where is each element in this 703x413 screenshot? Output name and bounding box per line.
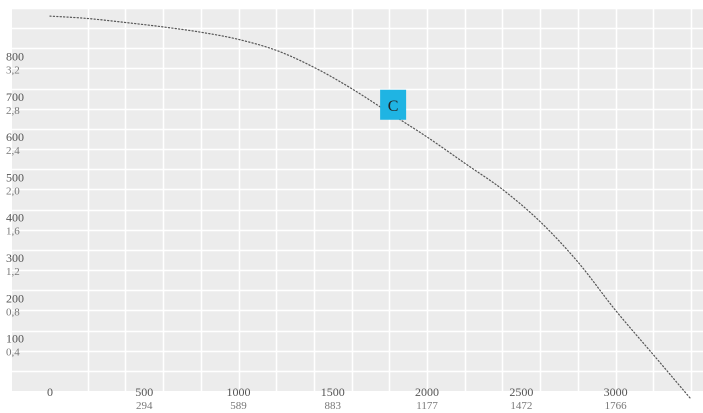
y-tick-label: 700 <box>6 90 24 104</box>
x-tick-sublabel: 883 <box>325 400 342 412</box>
y-tick-sublabel: 2,4 <box>6 145 20 157</box>
x-tick-label: 500 <box>135 385 153 399</box>
curve-label-box <box>380 89 407 120</box>
y-tick-label: 300 <box>6 251 24 265</box>
series-line-C <box>49 15 692 400</box>
x-tick-label: 1000 <box>227 385 251 399</box>
y-tick-label: 200 <box>6 291 24 305</box>
x-tick-sublabel: 294 <box>136 400 153 412</box>
x-tick-sublabel: 589 <box>230 400 247 412</box>
y-tick-sublabel: 2,8 <box>6 105 20 117</box>
x-tick-label: 0 <box>47 385 53 399</box>
x-tick-sublabel: 1766 <box>605 400 628 412</box>
y-tick-sublabel: 1,2 <box>6 266 20 278</box>
y-tick-sublabel: 0,8 <box>6 306 20 318</box>
x-tick-label: 1500 <box>321 385 345 399</box>
y-tick-label: 800 <box>6 49 24 63</box>
grid-vertical <box>87 8 693 391</box>
marker-layer: C <box>380 89 407 120</box>
x-tick-label: 3000 <box>604 385 628 399</box>
x-tick-label: 2000 <box>415 385 439 399</box>
series-layer <box>49 15 692 400</box>
x-tick-sublabel: 1177 <box>416 400 438 412</box>
y-tick-sublabel: 0,4 <box>6 347 20 359</box>
y-tick-sublabel: 3,2 <box>6 64 20 76</box>
x-tick-label: 2500 <box>509 385 533 399</box>
y-tick-label: 100 <box>6 332 24 346</box>
y-tick-label: 600 <box>6 130 24 144</box>
y-tick-label: 500 <box>6 170 24 184</box>
grid-horizontal <box>12 7 703 373</box>
plot-background <box>12 8 703 391</box>
y-tick-label: 400 <box>6 211 24 225</box>
y-tick-sublabel: 2,0 <box>6 185 20 197</box>
y-tick-sublabel: 1,6 <box>6 226 20 238</box>
curve-label-text: C <box>388 98 399 115</box>
x-tick-sublabel: 1472 <box>510 400 532 412</box>
